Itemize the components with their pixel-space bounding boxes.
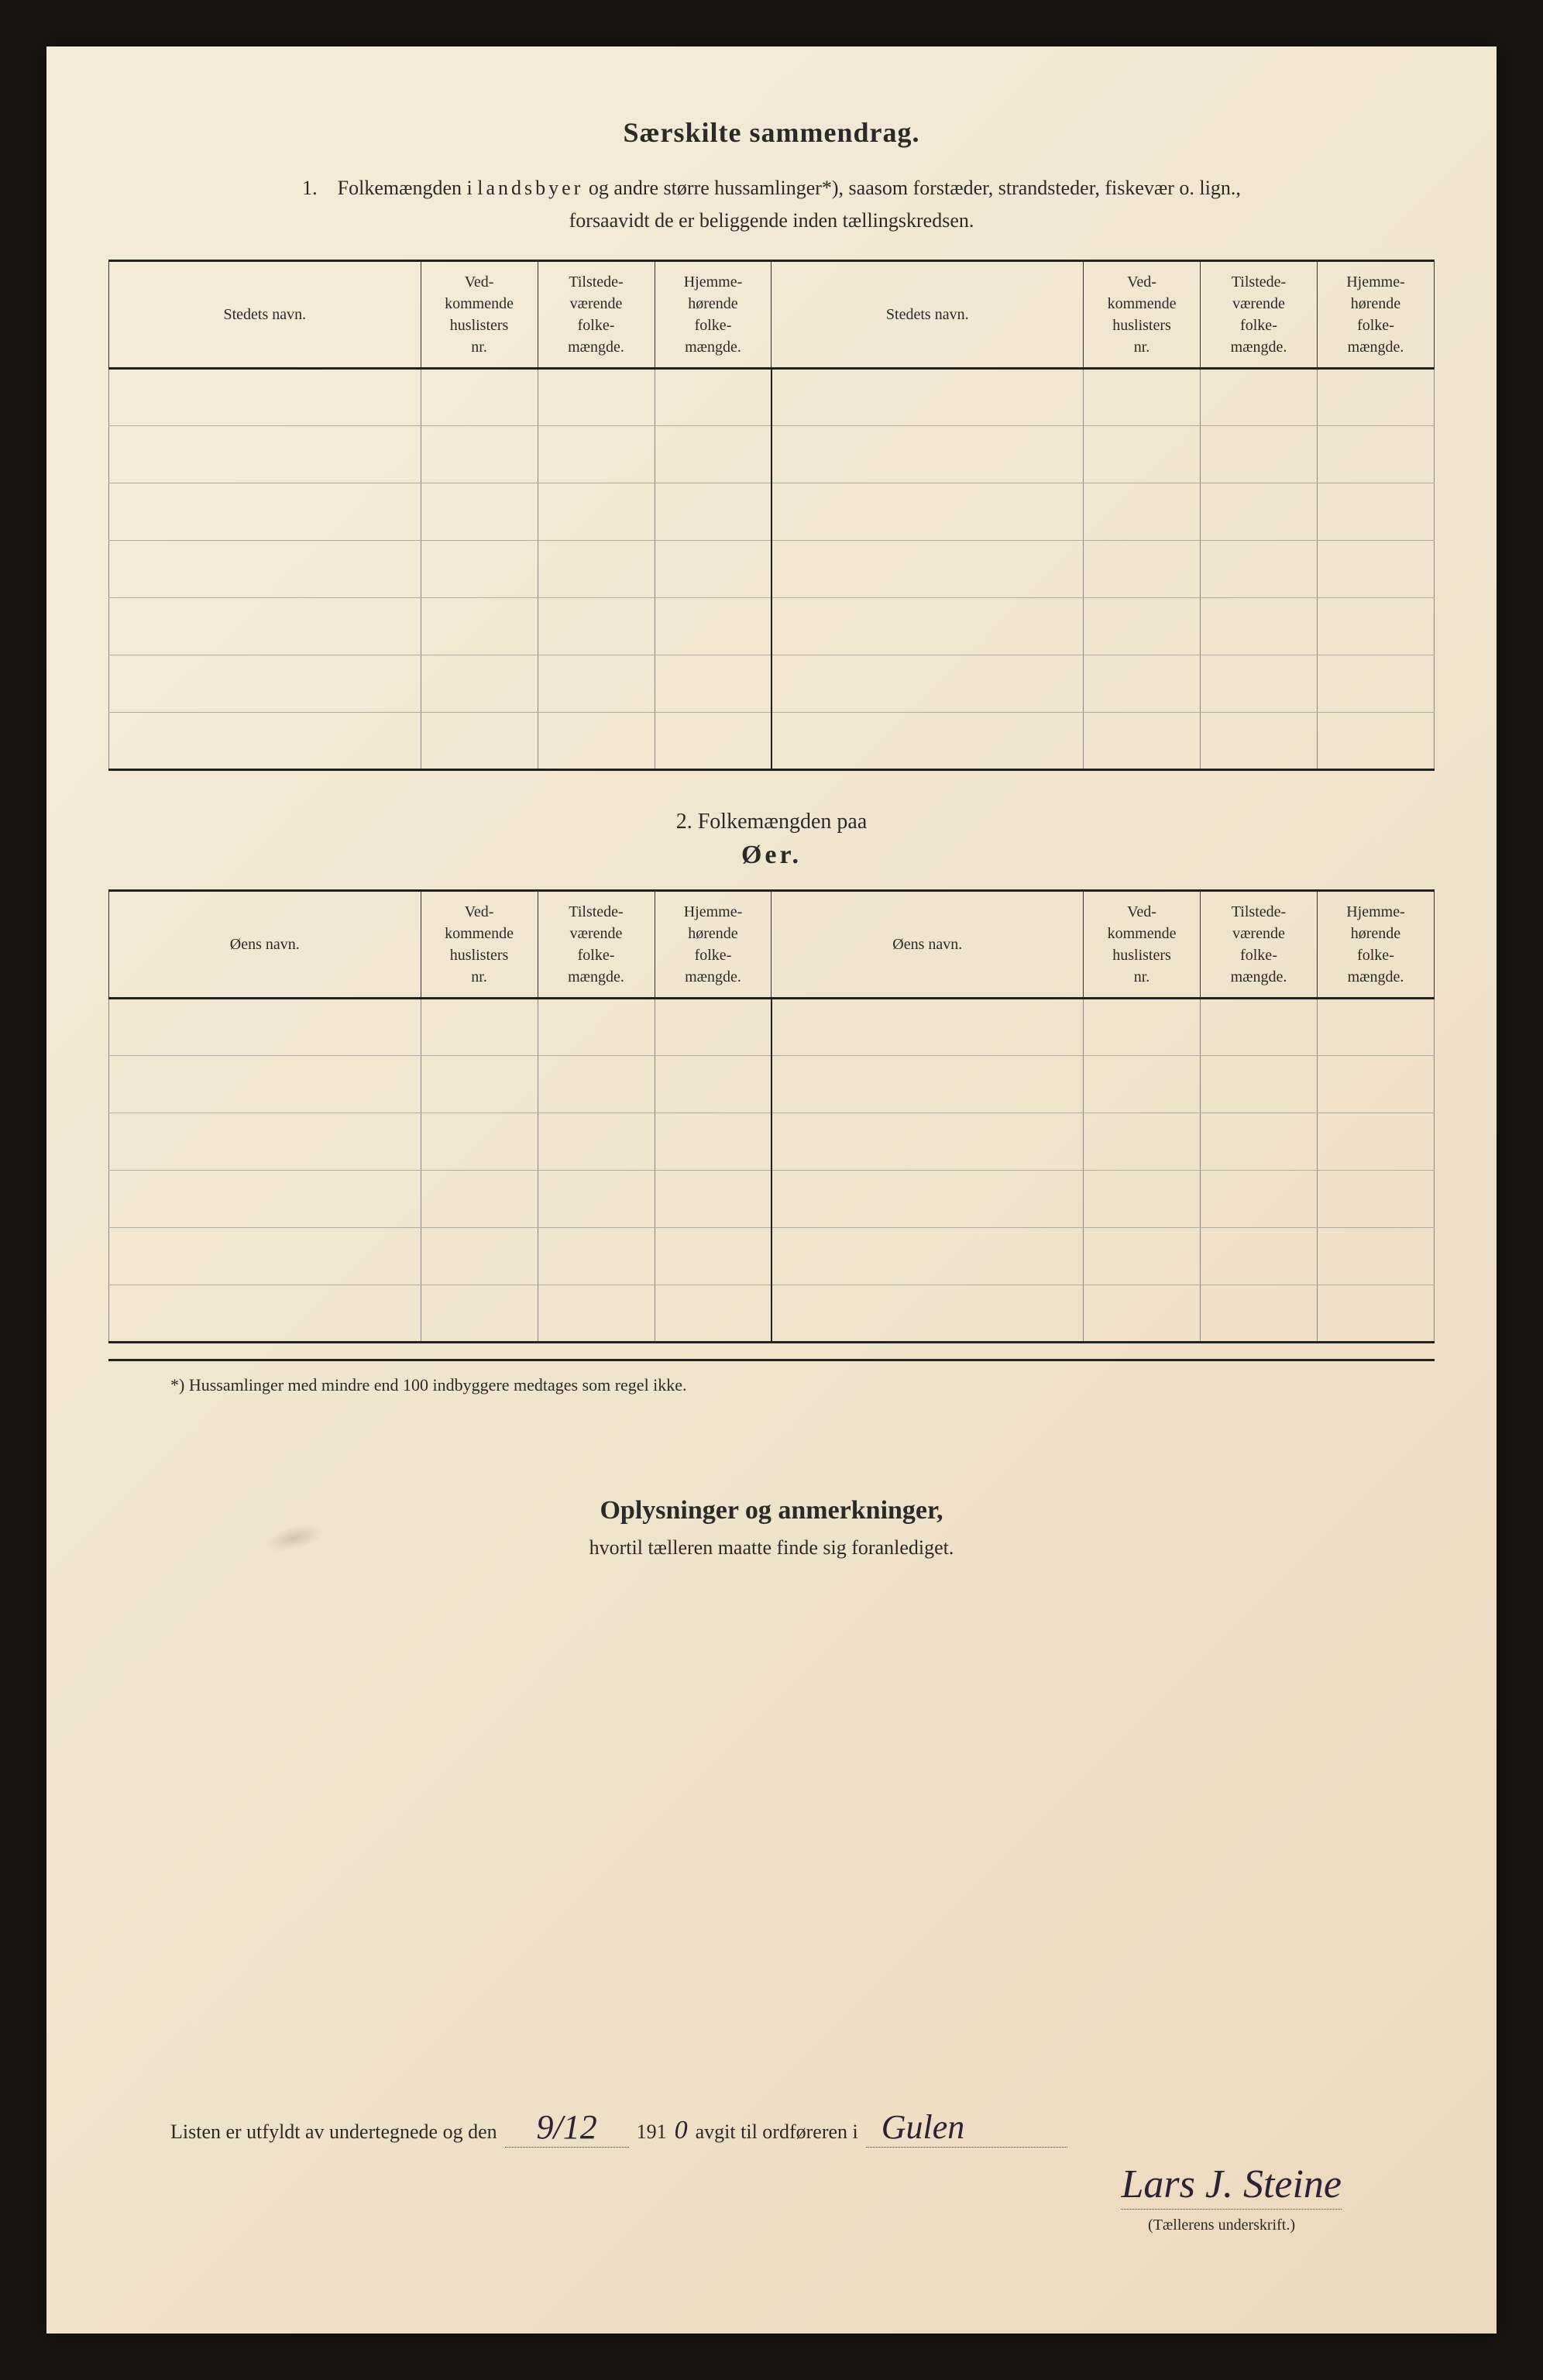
t1-h3: Tilstede- værende folke- mængde. [538, 261, 655, 369]
table-row [109, 713, 1435, 770]
sig-date: 9/12 [505, 2107, 629, 2148]
table-2-body [109, 999, 1435, 1343]
table-row [109, 999, 1435, 1056]
table-row [109, 369, 1435, 426]
t2-h3: Tilstede- værende folke- mængde. [538, 891, 655, 999]
table-row [109, 1228, 1435, 1285]
table-row [109, 541, 1435, 598]
table-1-header-row: Stedets navn. Ved- kommende huslisters n… [109, 261, 1435, 369]
signature-caption: (Tællerens underskrift.) [1148, 2217, 1295, 2234]
t2-h1: Øens navn. [109, 891, 421, 999]
section2-line1: 2. Folkemængden paa [108, 810, 1435, 834]
signature-line: Listen er utfyldt av undertegnede og den… [170, 2107, 1373, 2148]
table-2-bottom-rule [108, 1359, 1435, 1361]
t2-h4: Hjemme- hørende folke- mængde. [655, 891, 772, 999]
t1-h8: Hjemme- hørende folke- mængde. [1317, 261, 1434, 369]
intro-part1: Folkemængden i [338, 177, 478, 199]
t2-h2: Ved- kommende huslisters nr. [421, 891, 538, 999]
table-row [109, 1056, 1435, 1113]
sig-year-digit: 0 [675, 2116, 688, 2145]
sig-prefix: Listen er utfyldt av undertegnede og den [170, 2120, 497, 2144]
table-2-header-row: Øens navn. Ved- kommende huslisters nr. … [109, 891, 1435, 999]
table-row [109, 655, 1435, 713]
intro-part3: forsaavidt de er beliggende inden tællin… [569, 209, 974, 232]
document-page: Særskilte sammendrag. 1. Folkemængden i … [46, 46, 1497, 2334]
table-row [109, 598, 1435, 655]
main-title: Særskilte sammendrag. [108, 116, 1435, 149]
table-row [109, 483, 1435, 541]
t1-h1: Stedets navn. [109, 261, 421, 369]
sig-mid: avgit til ordføreren i [696, 2120, 858, 2144]
signature-name: Lars J. Steine [1121, 2162, 1342, 2210]
table-1-body [109, 369, 1435, 770]
sig-year-prefix: 191 [637, 2120, 667, 2144]
t1-h2: Ved- kommende huslisters nr. [421, 261, 538, 369]
notes-title: Oplysninger og anmerkninger, [108, 1496, 1435, 1525]
table-1: Stedets navn. Ved- kommende huslisters n… [108, 260, 1435, 771]
table-2: Øens navn. Ved- kommende huslisters nr. … [108, 889, 1435, 1343]
t2-h6: Ved- kommende huslisters nr. [1084, 891, 1201, 999]
t2-h8: Hjemme- hørende folke- mængde. [1317, 891, 1434, 999]
footnote: *) Hussamlinger med mindre end 100 indby… [108, 1375, 1435, 1395]
t1-h5: Stedets navn. [772, 261, 1084, 369]
intro-num: 1. [302, 177, 318, 199]
table-row [109, 1113, 1435, 1171]
intro-part2: og andre større hussamlinger*), saasom f… [583, 177, 1241, 199]
table-row [109, 426, 1435, 483]
table-row [109, 1171, 1435, 1228]
section2-line2: Øer. [108, 841, 1435, 870]
t1-h4: Hjemme- hørende folke- mængde. [655, 261, 772, 369]
t1-h6: Ved- kommende huslisters nr. [1084, 261, 1201, 369]
sig-place: Gulen [866, 2107, 1067, 2148]
t2-h7: Tilstede- værende folke- mængde. [1201, 891, 1318, 999]
t2-h5: Øens navn. [772, 891, 1084, 999]
table-row [109, 1285, 1435, 1343]
section1-intro: 1. Folkemængden i landsbyer og andre stø… [108, 172, 1435, 236]
intro-spaced: landsbyer [477, 177, 583, 199]
t1-h7: Tilstede- værende folke- mængde. [1201, 261, 1318, 369]
